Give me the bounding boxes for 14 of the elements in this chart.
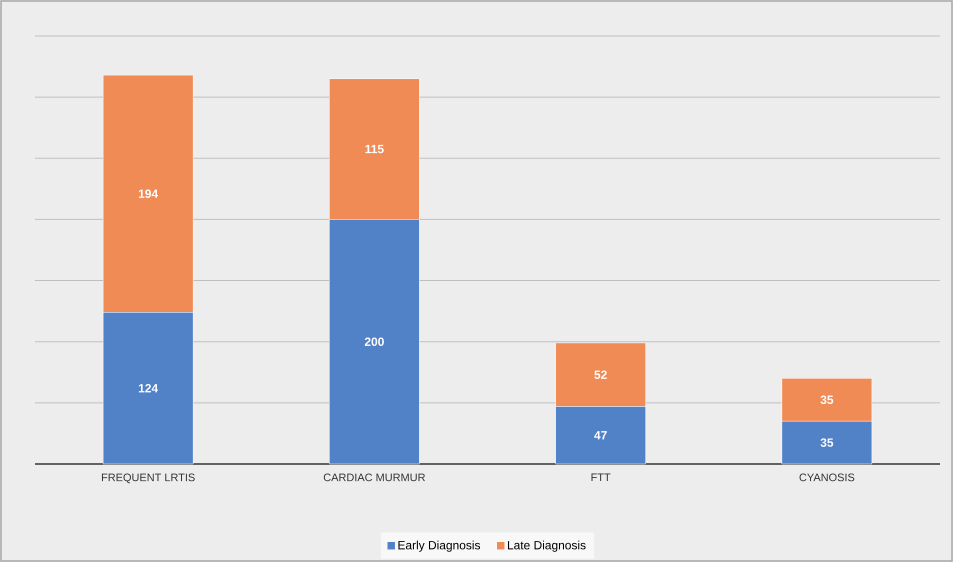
x-tick-label: FREQUENT LRTIS — [102, 474, 195, 484]
legend-label: Late Diagnosis — [508, 540, 586, 552]
data-label: 115 — [365, 144, 384, 154]
data-label: 47 — [594, 431, 607, 440]
x-tick-label: FTT — [592, 474, 610, 482]
x-tick-label: CYANOSIS — [800, 474, 854, 482]
x-tick-label: CARDIAC MURMUR — [324, 474, 425, 482]
data-label: 124 — [138, 384, 158, 392]
data-label: 35 — [820, 438, 834, 447]
data-label: 200 — [364, 337, 384, 346]
data-label: 35 — [820, 396, 834, 404]
legend-label: Early Diagnosis — [398, 540, 480, 552]
data-label: 52 — [594, 370, 607, 379]
data-label: 194 — [138, 190, 158, 198]
